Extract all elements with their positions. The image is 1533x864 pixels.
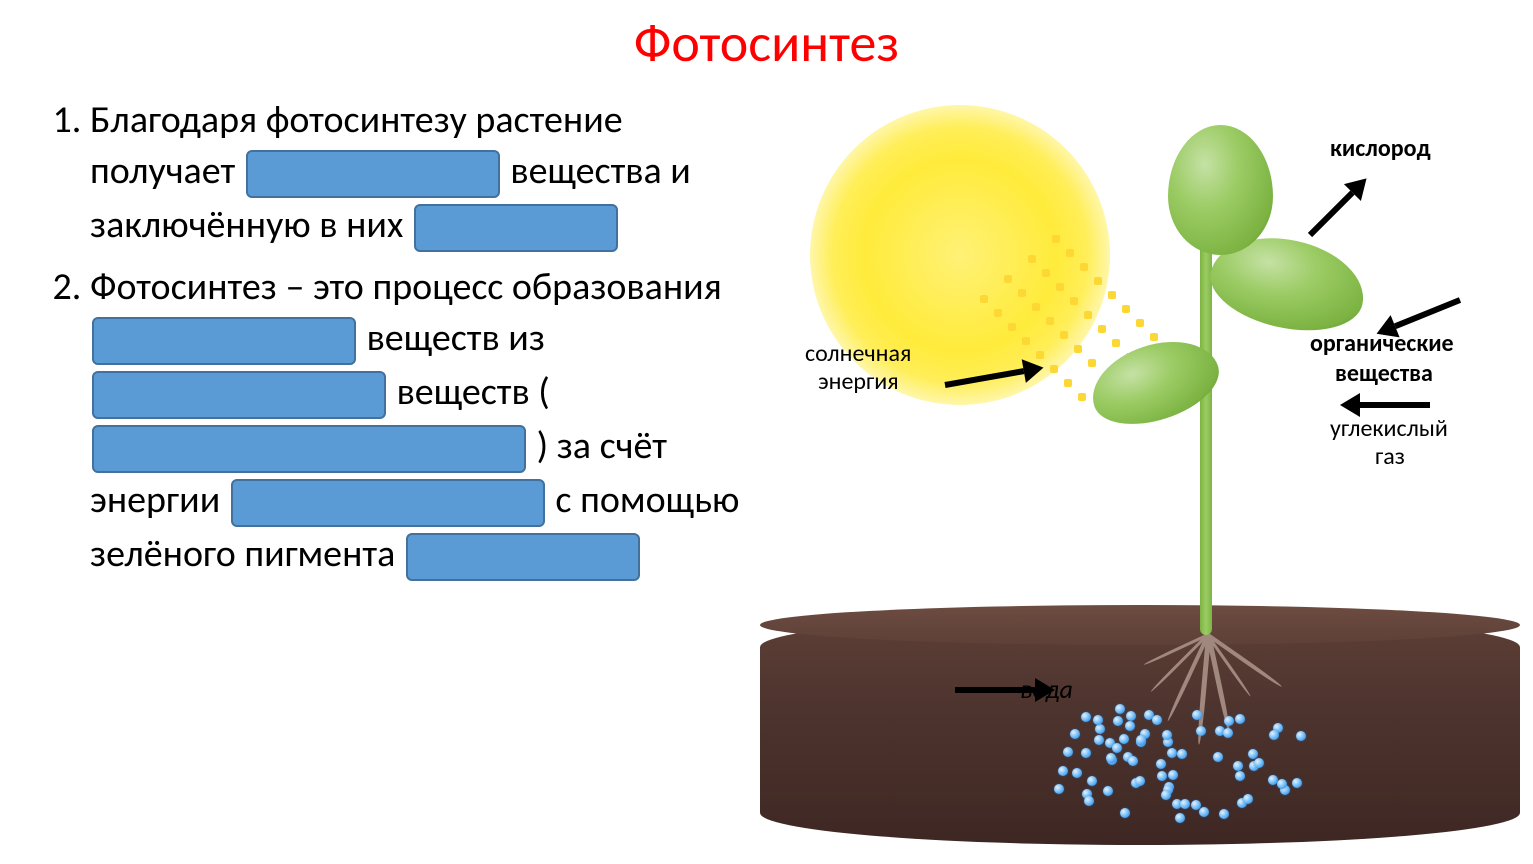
sun-ray-dot xyxy=(1064,379,1072,387)
point-1: Благодаря фотосинтезу растение получает … xyxy=(90,95,770,254)
water-molecule xyxy=(1223,728,1233,738)
water-molecule xyxy=(1177,749,1187,759)
sun-ray-dot xyxy=(1108,291,1116,299)
sun-ray-dot xyxy=(1136,319,1144,327)
p2-blank3 xyxy=(92,425,526,473)
sun-ray-dot xyxy=(994,309,1002,317)
p2-seg2: веществ из xyxy=(367,315,545,361)
water-molecule xyxy=(1167,748,1177,758)
sun-ray-dot xyxy=(1018,289,1026,297)
label-oxygen: кислород xyxy=(1330,135,1431,163)
label-organic1: органические xyxy=(1310,330,1454,358)
sun-ray-dot xyxy=(1094,277,1102,285)
water-molecule xyxy=(1219,809,1229,819)
water-molecule xyxy=(1112,743,1122,753)
sun-ray-dot xyxy=(1022,337,1030,345)
water-molecule xyxy=(1161,790,1171,800)
label-organic2: вещества xyxy=(1335,360,1433,388)
p2-blank1 xyxy=(92,317,356,365)
p1-blank2 xyxy=(414,204,618,252)
water-molecule xyxy=(1054,784,1064,794)
sun-ray-dot xyxy=(1078,393,1086,401)
water-molecule xyxy=(1233,761,1243,771)
water-molecule xyxy=(1094,735,1104,745)
label-co2_1: углекислый xyxy=(1330,415,1448,443)
sun-ray-dot xyxy=(1112,339,1120,347)
water-molecule xyxy=(1213,752,1223,762)
sun-ray-dot xyxy=(1080,263,1088,271)
points-list: Благодаря фотосинтезу растение получает … xyxy=(30,95,770,583)
water-molecule xyxy=(1084,796,1094,806)
p2-blank5 xyxy=(406,533,640,581)
water-molecule xyxy=(1254,758,1264,768)
sun-ray-dot xyxy=(980,295,988,303)
sun-ray-dot xyxy=(1004,275,1012,283)
sun-ray-dot xyxy=(1056,283,1064,291)
text-column: Благодаря фотосинтезу растение получает … xyxy=(30,95,770,591)
water-molecule xyxy=(1136,735,1146,745)
point-2: Фотосинтез – это процесс образования вещ… xyxy=(90,262,770,583)
label-sun2: энергия xyxy=(818,368,899,396)
water-molecule xyxy=(1106,753,1116,763)
sun-ray-dot xyxy=(1050,365,1058,373)
sun-ray-dot xyxy=(1028,255,1036,263)
plant-stem xyxy=(1200,195,1212,635)
soil-top xyxy=(760,605,1520,645)
sun-ray-dot xyxy=(1084,311,1092,319)
water-molecule xyxy=(1113,716,1123,726)
sun-ray-dot xyxy=(1150,333,1158,341)
p1-blank1 xyxy=(246,150,500,198)
water-molecule xyxy=(1095,724,1105,734)
water-molecule xyxy=(1292,778,1302,788)
water-molecule xyxy=(1119,734,1129,744)
label-sun1: солнечная xyxy=(805,340,911,368)
sun-ray-dot xyxy=(1046,317,1054,325)
plant-leaf-2 xyxy=(1168,125,1273,255)
sun-ray-dot xyxy=(1042,269,1050,277)
sun-ray-dot xyxy=(1074,345,1082,353)
water-molecule xyxy=(1103,786,1113,796)
sun-ray-dot xyxy=(1060,331,1068,339)
sun-ray-dot xyxy=(1052,235,1060,243)
water-molecule xyxy=(1168,770,1178,780)
photosynthesis-diagram: кислород органическиевещества углекислыйга… xyxy=(770,85,1510,845)
water-molecule xyxy=(1081,712,1091,722)
p2-blank4 xyxy=(231,479,545,527)
water-molecule xyxy=(1196,726,1206,736)
sun-ray-dot xyxy=(1098,325,1106,333)
sun-ray-dot xyxy=(1122,305,1130,313)
water-molecule xyxy=(1192,710,1202,720)
label-co2_2: газ xyxy=(1375,443,1405,471)
water-molecule xyxy=(1199,807,1209,817)
p2-blank2 xyxy=(92,371,386,419)
slide-title: Фотосинтез xyxy=(0,10,1533,76)
sun-ray-dot xyxy=(1032,303,1040,311)
water-molecule xyxy=(1157,771,1167,781)
slide: Фотосинтез Благодаря фотосинтезу растени… xyxy=(0,0,1533,864)
p2-seg3: веществ ( xyxy=(397,369,550,415)
sun-ray-dot xyxy=(1088,359,1096,367)
sun-ray-dot xyxy=(1066,249,1074,257)
label-water: вода xyxy=(1020,675,1073,705)
water-molecule xyxy=(1175,813,1185,823)
sun-ray-dot xyxy=(1008,323,1016,331)
sun-ray-dot xyxy=(1070,297,1078,305)
water-molecule xyxy=(1191,800,1201,810)
p2-seg1: Фотосинтез – это процесс образования xyxy=(90,264,722,310)
water-molecule xyxy=(1115,704,1125,714)
water-molecule xyxy=(1125,721,1135,731)
water-molecule xyxy=(1156,759,1166,769)
water-molecule xyxy=(1072,768,1082,778)
